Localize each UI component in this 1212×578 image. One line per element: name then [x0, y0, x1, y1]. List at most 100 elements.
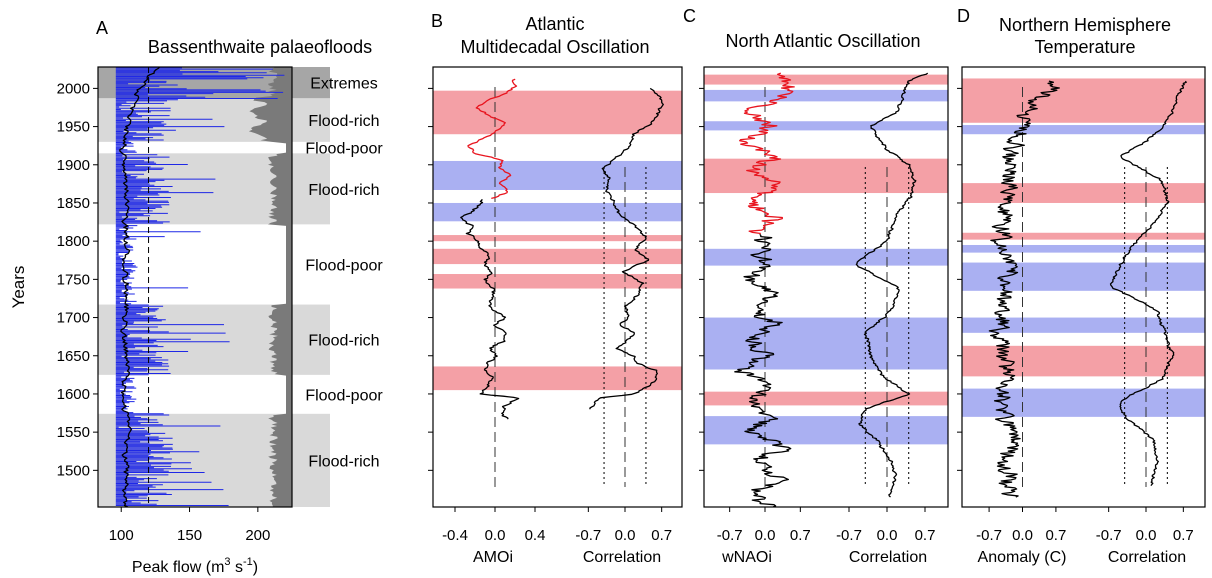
y-tick-label: 1850 — [57, 195, 90, 212]
panel-b-title-line1: Atlantic — [525, 14, 584, 34]
y-tick-label: 1600 — [57, 386, 90, 403]
panel-b-xlabel-right: Correlation — [583, 549, 661, 566]
panel-c-letter: C — [683, 6, 696, 26]
y-tick-label: 1500 — [57, 462, 90, 479]
x-tick-label: -0.7 — [1096, 527, 1122, 544]
x-tick-label: -0.7 — [575, 527, 601, 544]
xlabel-superscript: 3 — [224, 556, 230, 568]
episode-label: Flood-rich — [308, 113, 379, 130]
x-tick-label: -0.7 — [836, 527, 862, 544]
x-tick-label: -0.4 — [442, 527, 468, 544]
panel-a-letter: A — [96, 18, 108, 38]
panel-c-xlabel-left: wNAOi — [721, 549, 772, 566]
y-tick-label: 1700 — [57, 310, 90, 327]
red-band — [433, 235, 682, 242]
panel-d-title-line1: Northern Hemisphere — [999, 15, 1171, 35]
panel-b-xlabel-left: AMOi — [473, 549, 513, 566]
blue-band — [704, 248, 948, 266]
red-band — [962, 78, 1205, 123]
y-tick-label: 1800 — [57, 233, 90, 250]
running-mean-line — [119, 67, 161, 507]
panel-d-xlabel-left: Anomaly (C) — [978, 549, 1067, 566]
index-line — [460, 199, 520, 420]
xlabel-part: Peak flow (m — [132, 559, 224, 576]
correlation-line — [589, 87, 664, 410]
episode-label: Flood-rich — [308, 453, 379, 470]
x-tick-label: -0.7 — [976, 527, 1002, 544]
x-tick-label: 0.7 — [651, 527, 672, 544]
y-axis-label: Years — [9, 266, 28, 309]
blue-band — [962, 262, 1205, 291]
correlation-line — [1109, 80, 1187, 487]
exceedance-profile — [248, 67, 292, 507]
x-tick-label: 0.7 — [1045, 527, 1066, 544]
y-tick-label: 1550 — [57, 424, 90, 441]
panel-c-xlabel-right: Correlation — [849, 549, 927, 566]
episode-label: Flood-poor — [305, 141, 383, 158]
red-band — [962, 345, 1205, 377]
x-tick-label: 0.0 — [1136, 527, 1157, 544]
episode-label: Flood-rich — [308, 333, 379, 350]
xlabel-superscript: -1 — [243, 556, 253, 568]
episode-label: Extremes — [310, 76, 378, 93]
y-tick-label: 2000 — [57, 80, 90, 97]
panel-b: -0.4 0.0 0.4 -0.7 0.0 0.7 — [428, 66, 683, 544]
panel-d-xlabel-right: Correlation — [1108, 549, 1186, 566]
panel-frame — [432, 66, 683, 508]
x-tick-label: 0.0 — [877, 527, 898, 544]
correlation-line — [855, 72, 929, 498]
panel-frame — [961, 66, 1206, 508]
blue-band — [704, 317, 948, 370]
x-tick-label: 0.0 — [485, 527, 506, 544]
blue-band — [962, 244, 1205, 253]
x-tick-label: -0.7 — [717, 527, 743, 544]
blue-band — [433, 202, 682, 222]
x-tick-label: 0.4 — [525, 527, 546, 544]
x-tick-label: 0.7 — [915, 527, 936, 544]
blue-band — [704, 416, 948, 445]
blue-band — [962, 125, 1205, 135]
panel-a-title: Bassenthwaite palaeofloods — [148, 37, 372, 57]
index-line-red — [467, 78, 518, 200]
x-tick-label: 0.0 — [755, 527, 776, 544]
xlabel-part: s — [231, 559, 243, 576]
panel-c: -0.7 0.0 0.7 -0.7 0.0 0.7 — [699, 66, 949, 544]
panel-d-letter: D — [957, 6, 970, 26]
index-line — [734, 233, 792, 507]
panel-a-frame — [97, 66, 293, 508]
panel-b-title-line2: Multidecadal Oscillation — [460, 37, 649, 57]
blue-band — [433, 160, 682, 190]
xlabel-part: ) — [253, 559, 258, 576]
panel-d-title-line2: Temperature — [1034, 37, 1135, 57]
x-tick-label: 0.7 — [1173, 527, 1194, 544]
episode-label: Flood-poor — [305, 387, 383, 404]
y-axis-ticks: 2000 1950 1900 1850 1800 1750 1700 1650 1600 1550… — [57, 80, 98, 479]
blue-band — [704, 89, 948, 102]
x-tick-label: 0.0 — [1012, 527, 1033, 544]
x-tick-label: 0.7 — [790, 527, 811, 544]
panel-c-title: North Atlantic Oscillation — [725, 31, 920, 51]
y-tick-label: 1900 — [57, 157, 90, 174]
panel-a-xlabel: Peak flow (m3 s-1) — [132, 556, 258, 576]
episode-label: Flood-rich — [308, 182, 379, 199]
panel-frame — [703, 66, 949, 508]
red-band — [704, 74, 948, 85]
x-tick-label: 0.0 — [615, 527, 636, 544]
panel-b-letter: B — [431, 11, 443, 31]
y-tick-label: 1750 — [57, 271, 90, 288]
x-tick-label: 100 — [109, 527, 134, 544]
panel-a: Extremes Flood-rich Flood-poor Flood-rich Fl… — [97, 66, 383, 544]
red-band — [433, 274, 682, 289]
x-tick-label: 200 — [245, 527, 270, 544]
index-line — [988, 80, 1060, 498]
index-line-red — [739, 72, 795, 235]
red-band — [433, 90, 682, 135]
blue-band — [962, 388, 1205, 417]
x-tick-label: 150 — [177, 527, 202, 544]
blue-band — [704, 121, 948, 131]
y-tick-label: 1950 — [57, 119, 90, 136]
red-band — [433, 366, 682, 391]
panel-d: -0.7 0.0 0.7 -0.7 0.0 0.7 — [957, 66, 1206, 544]
red-band — [962, 232, 1205, 240]
